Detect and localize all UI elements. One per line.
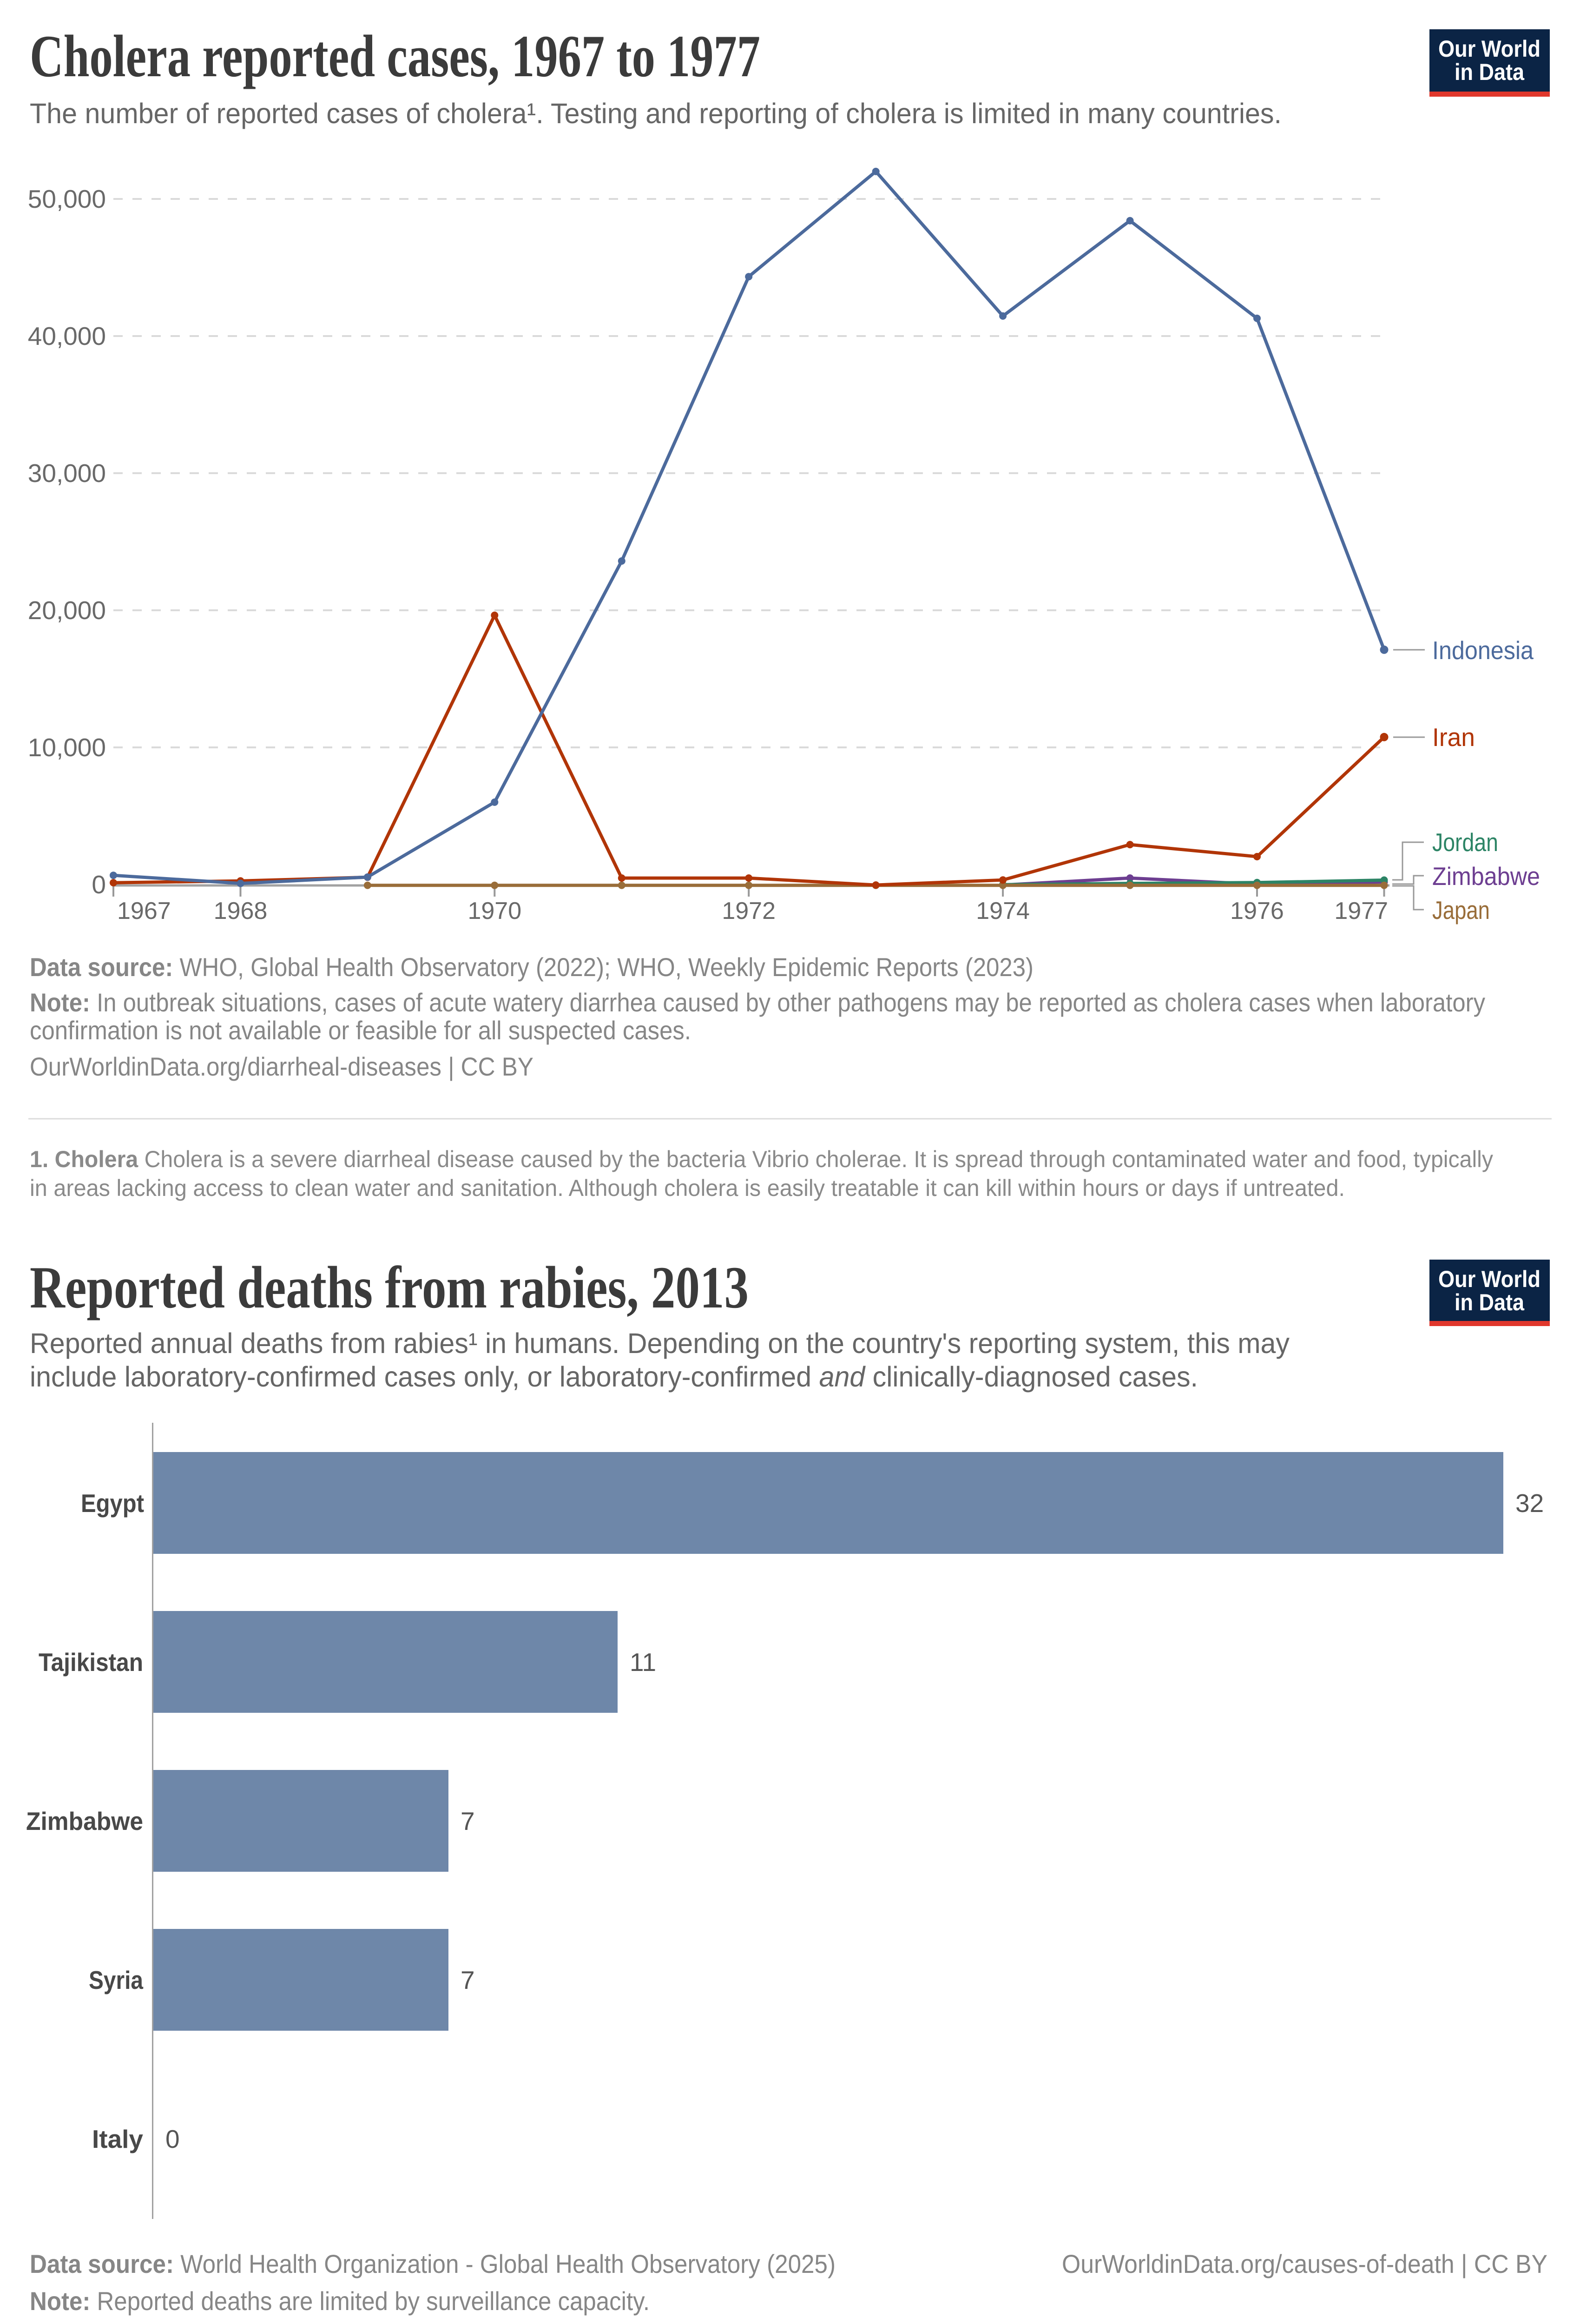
svg-text:0: 0 bbox=[165, 2125, 180, 2153]
svg-text:1974: 1974 bbox=[976, 898, 1030, 924]
svg-text:Cholera reported cases, 1967 t: Cholera reported cases, 1967 to 1977 bbox=[30, 23, 760, 89]
svg-text:OurWorldinData.org/causes-of-d: OurWorldinData.org/causes-of-death | CC … bbox=[1062, 2249, 1547, 2278]
svg-text:10,000: 10,000 bbox=[28, 733, 106, 762]
svg-text:include laboratory-confirmed c: include laboratory-confirmed cases only,… bbox=[30, 1361, 1198, 1393]
svg-text:Data source: World Health Orga: Data source: World Health Organization -… bbox=[30, 2249, 836, 2278]
svg-text:11: 11 bbox=[630, 1648, 656, 1677]
svg-text:1. Cholera Cholera is a severe: 1. Cholera Cholera is a severe diarrheal… bbox=[30, 1146, 1493, 1172]
svg-text:in areas lacking access to cle: in areas lacking access to clean water a… bbox=[30, 1175, 1345, 1201]
svg-text:20,000: 20,000 bbox=[28, 596, 106, 625]
svg-text:1976: 1976 bbox=[1230, 898, 1284, 924]
svg-text:50,000: 50,000 bbox=[28, 185, 106, 213]
svg-text:Egypt: Egypt bbox=[81, 1489, 144, 1518]
svg-text:Note: In outbreak situations,: Note: In outbreak situations, cases of a… bbox=[30, 988, 1485, 1017]
svg-text:in Data: in Data bbox=[1455, 59, 1525, 85]
svg-text:Zimbabwe: Zimbabwe bbox=[1432, 862, 1540, 891]
svg-text:32: 32 bbox=[1515, 1489, 1544, 1518]
svg-text:7: 7 bbox=[461, 1966, 475, 1994]
svg-text:1970: 1970 bbox=[467, 898, 521, 924]
svg-text:1968: 1968 bbox=[214, 898, 268, 924]
svg-text:Iran: Iran bbox=[1432, 723, 1475, 752]
svg-text:Note: Reported deaths are limi: Note: Reported deaths are limited by sur… bbox=[30, 2286, 650, 2316]
svg-text:Our World: Our World bbox=[1438, 36, 1540, 62]
svg-text:Zimbabwe: Zimbabwe bbox=[26, 1807, 143, 1835]
svg-text:1972: 1972 bbox=[722, 898, 776, 924]
svg-text:Italy: Italy bbox=[92, 2125, 143, 2153]
svg-text:Jordan: Jordan bbox=[1432, 828, 1498, 857]
svg-text:Indonesia: Indonesia bbox=[1432, 636, 1534, 665]
svg-text:confirmation is not available: confirmation is not available or feasibl… bbox=[30, 1016, 691, 1045]
svg-text:Tajikistan: Tajikistan bbox=[39, 1648, 143, 1677]
svg-text:OurWorldinData.org/diarrheal-d: OurWorldinData.org/diarrheal-diseases | … bbox=[30, 1052, 533, 1081]
svg-text:in Data: in Data bbox=[1455, 1289, 1525, 1315]
svg-text:Data source: WHO, Global Healt: Data source: WHO, Global Health Observat… bbox=[30, 952, 1034, 982]
svg-text:40,000: 40,000 bbox=[28, 322, 106, 350]
svg-text:Syria: Syria bbox=[89, 1966, 143, 1994]
svg-text:1967: 1967 bbox=[117, 898, 171, 924]
svg-text:The number of reported cases o: The number of reported cases of cholera¹… bbox=[30, 98, 1282, 129]
svg-text:Our World: Our World bbox=[1438, 1266, 1540, 1292]
svg-text:30,000: 30,000 bbox=[28, 459, 106, 488]
svg-text:Reported annual deaths from ra: Reported annual deaths from rabies¹ in h… bbox=[30, 1327, 1290, 1359]
svg-text:Reported deaths from rabies, 2: Reported deaths from rabies, 2013 bbox=[30, 1254, 749, 1320]
svg-text:7: 7 bbox=[461, 1807, 475, 1835]
svg-text:1977: 1977 bbox=[1334, 898, 1388, 924]
svg-text:Japan: Japan bbox=[1432, 896, 1490, 924]
svg-text:0: 0 bbox=[92, 870, 106, 899]
